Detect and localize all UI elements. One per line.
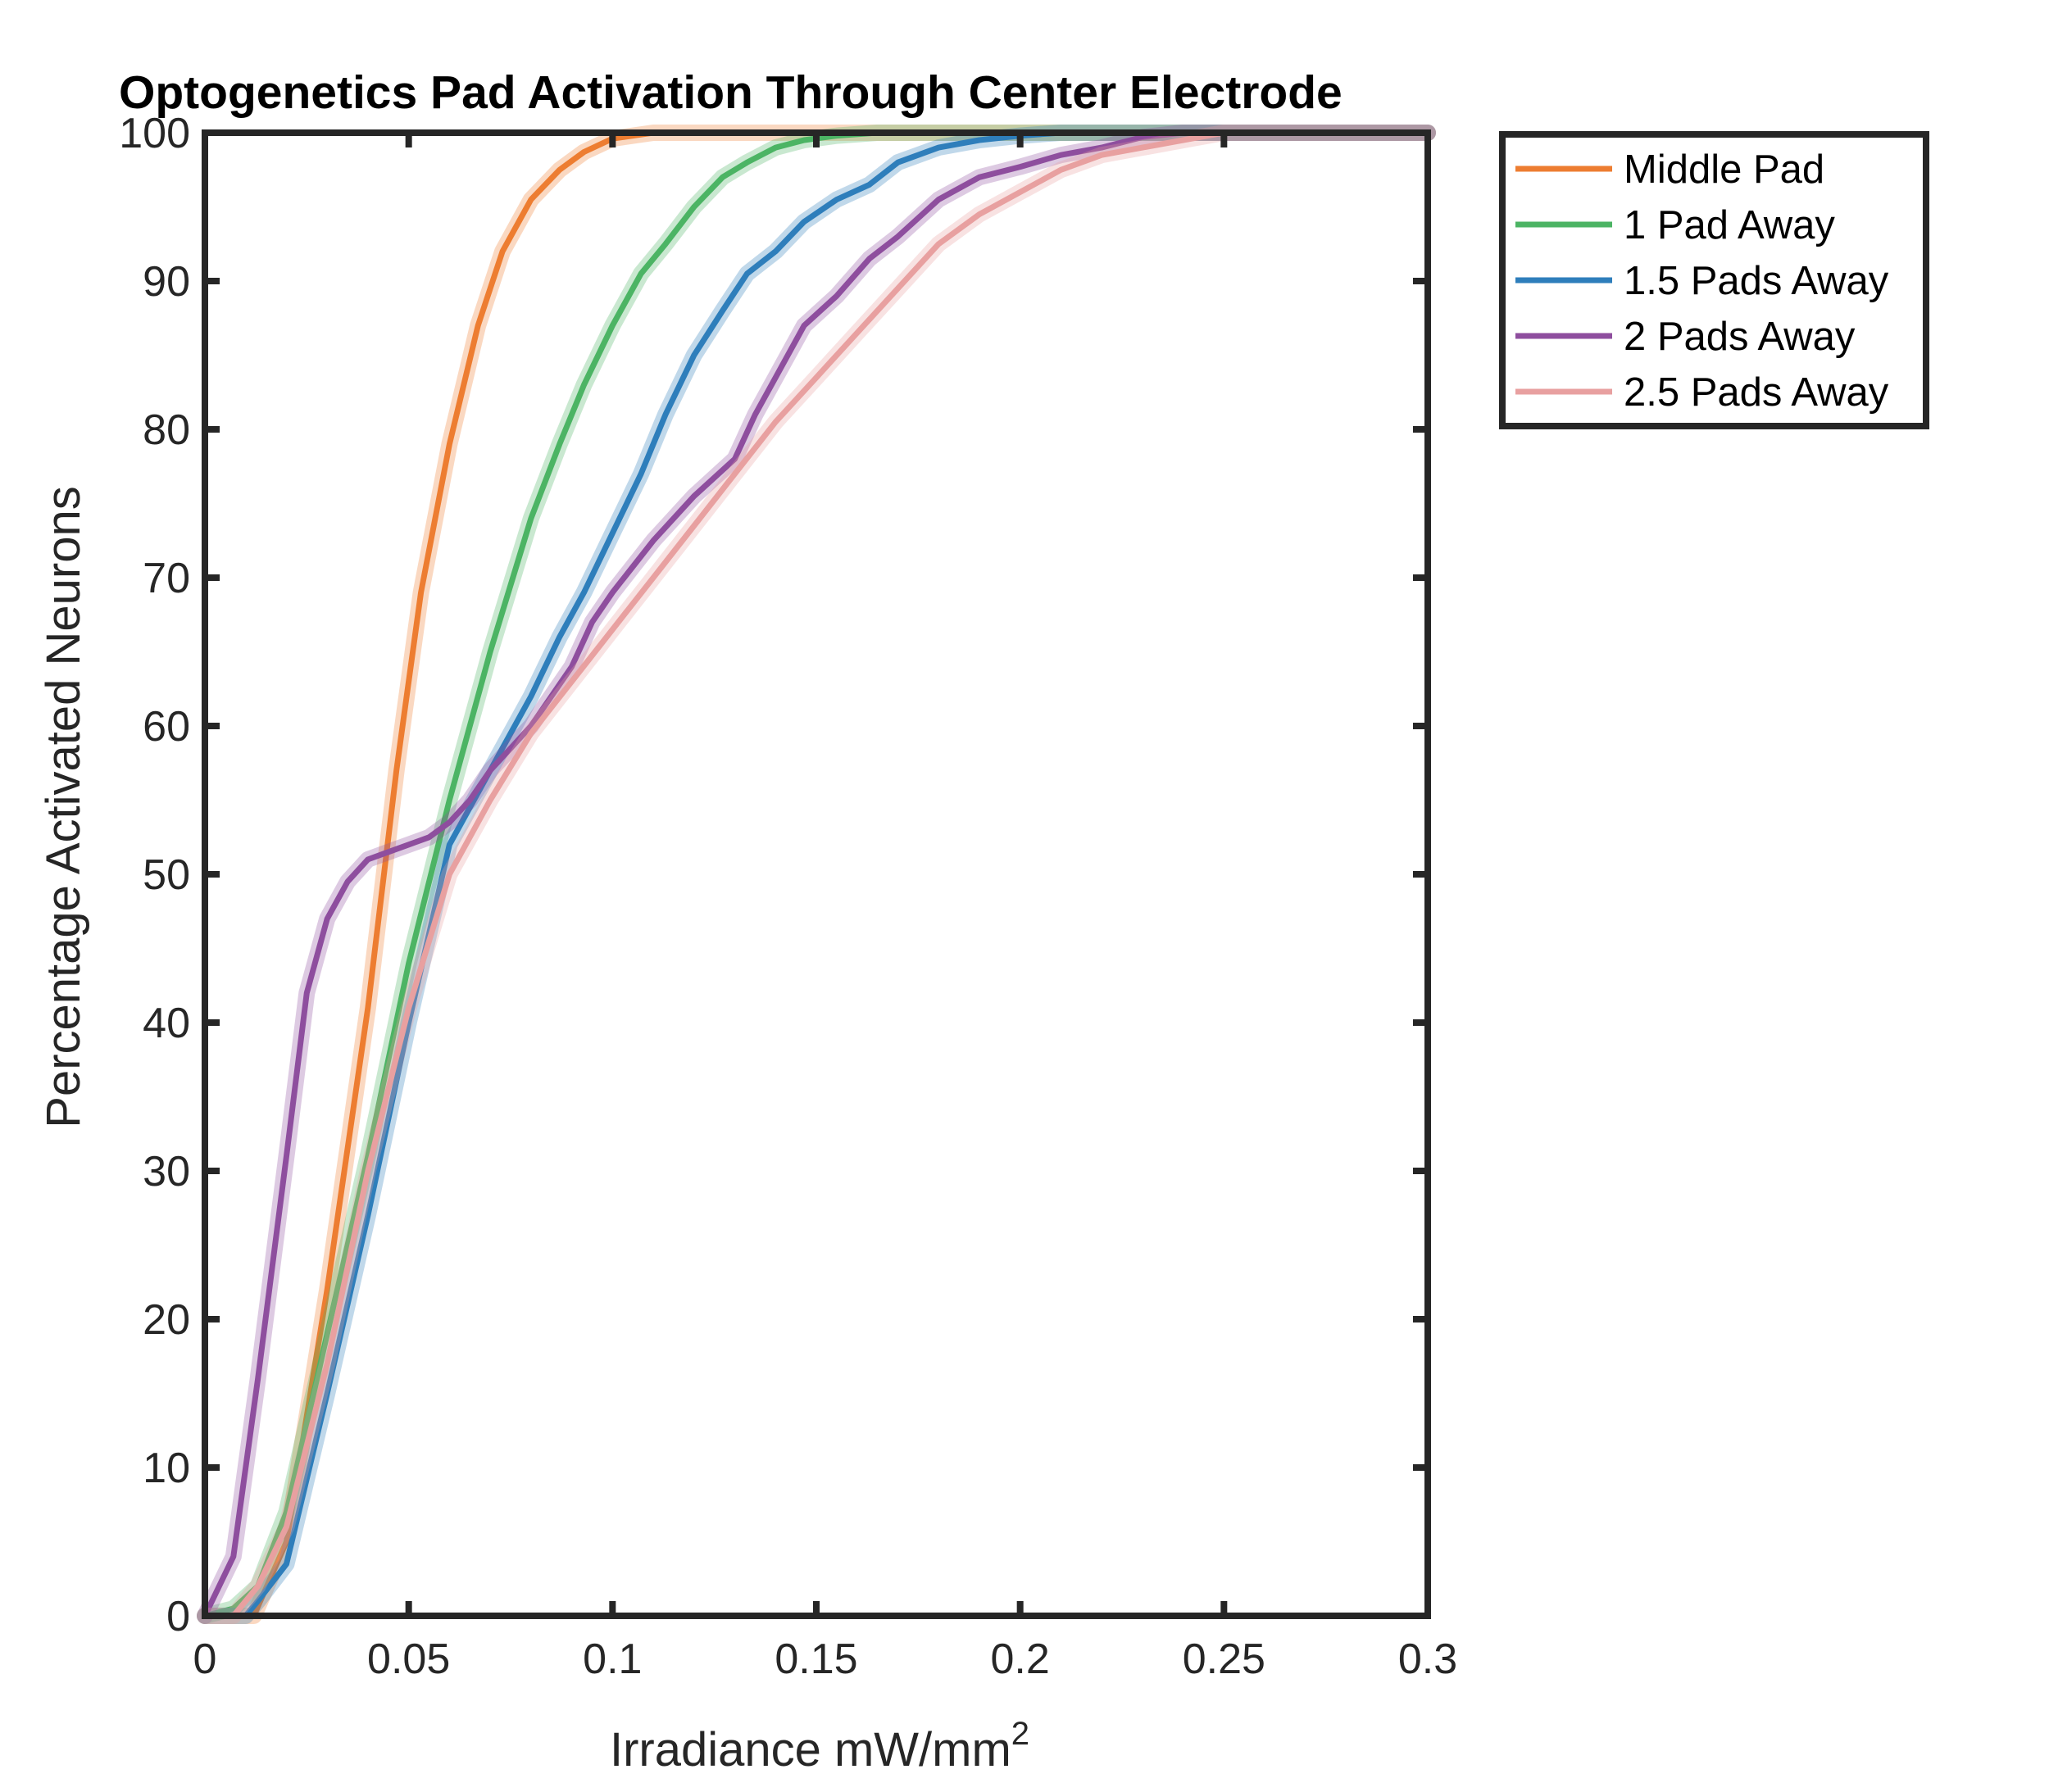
x-tick-label: 0 bbox=[193, 1635, 217, 1683]
y-tick-label: 0 bbox=[166, 1593, 190, 1640]
y-tick-label: 100 bbox=[119, 110, 190, 157]
legend-label-2: 1 Pad Away bbox=[1624, 203, 1835, 247]
y-tick-label: 10 bbox=[143, 1445, 190, 1492]
x-tick-labels: 0 0.05 0.1 0.15 0.2 0.25 0.3 bbox=[193, 1635, 1458, 1683]
series-line-4 bbox=[202, 129, 1431, 1619]
y-tick-label: 60 bbox=[143, 703, 190, 751]
y-tick-labels: 0 10 20 30 40 50 60 70 80 90 100 bbox=[119, 110, 190, 1640]
x-axis-label-superscript: 2 bbox=[1011, 1716, 1029, 1752]
series-line-3 bbox=[202, 129, 1431, 1619]
x-tick-label: 0.3 bbox=[1398, 1635, 1457, 1683]
y-tick-label: 90 bbox=[143, 258, 190, 306]
y-tick-label: 70 bbox=[143, 555, 190, 602]
x-axis-label: Irradiance mW/mm2 bbox=[610, 1716, 1029, 1776]
y-tick-label: 80 bbox=[143, 406, 190, 454]
y-axis-label: Percentage Activated Neurons bbox=[37, 486, 90, 1127]
legend: Middle Pad 1 Pad Away 1.5 Pads Away 2 Pads … bbox=[1499, 131, 1929, 429]
series-line-2 bbox=[202, 129, 1431, 1619]
x-axis-label-text: Irradiance mW/mm bbox=[610, 1723, 1011, 1776]
axes-layer bbox=[202, 129, 1431, 1619]
x-tick-label: 0.05 bbox=[367, 1635, 450, 1683]
x-tick-label: 0.2 bbox=[991, 1635, 1050, 1683]
legend-label-4: 2 Pads Away bbox=[1624, 315, 1856, 359]
y-tick-label: 50 bbox=[143, 851, 190, 899]
legend-label-1: Middle Pad bbox=[1624, 147, 1824, 192]
legend-box bbox=[1499, 131, 1929, 429]
x-tick-label: 0.25 bbox=[1183, 1635, 1265, 1683]
y-tick-label: 40 bbox=[143, 1000, 190, 1047]
series-layer bbox=[197, 125, 1436, 1624]
y-tick-label: 20 bbox=[143, 1296, 190, 1344]
x-tick-label: 0.15 bbox=[775, 1635, 857, 1683]
x-tick-label: 0.1 bbox=[583, 1635, 642, 1683]
legend-label-3: 1.5 Pads Away bbox=[1624, 259, 1889, 303]
y-tick-label: 30 bbox=[143, 1148, 190, 1195]
chart-title: Optogenetics Pad Activation Through Cent… bbox=[119, 66, 1343, 119]
legend-label-5: 2.5 Pads Away bbox=[1624, 370, 1889, 415]
series-line-5 bbox=[202, 129, 1431, 1619]
